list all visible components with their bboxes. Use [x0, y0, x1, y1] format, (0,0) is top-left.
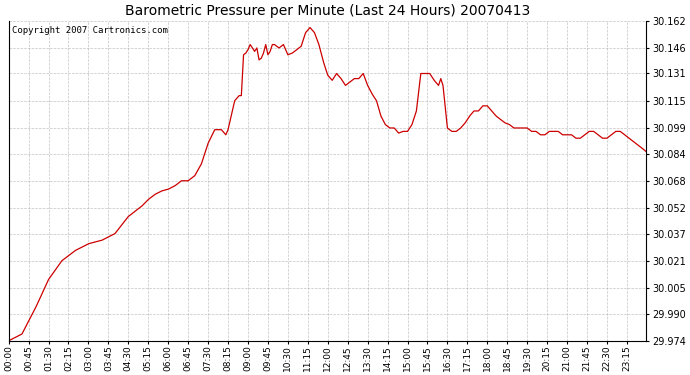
Text: Copyright 2007 Cartronics.com: Copyright 2007 Cartronics.com [12, 26, 168, 34]
Title: Barometric Pressure per Minute (Last 24 Hours) 20070413: Barometric Pressure per Minute (Last 24 … [125, 4, 530, 18]
